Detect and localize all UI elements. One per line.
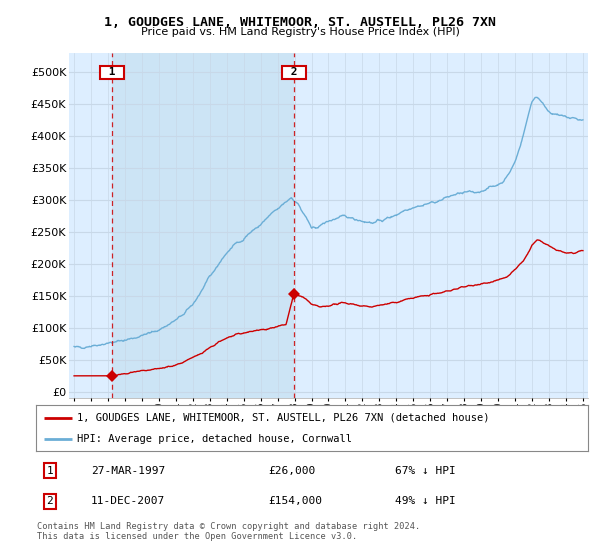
Text: 2: 2 — [46, 496, 53, 506]
Text: 1, GOUDGES LANE, WHITEMOOR, ST. AUSTELL, PL26 7XN: 1, GOUDGES LANE, WHITEMOOR, ST. AUSTELL,… — [104, 16, 496, 29]
Text: 67% ↓ HPI: 67% ↓ HPI — [395, 465, 455, 475]
Text: 27-MAR-1997: 27-MAR-1997 — [91, 465, 166, 475]
Text: 49% ↓ HPI: 49% ↓ HPI — [395, 496, 455, 506]
Text: 1, GOUDGES LANE, WHITEMOOR, ST. AUSTELL, PL26 7XN (detached house): 1, GOUDGES LANE, WHITEMOOR, ST. AUSTELL,… — [77, 413, 490, 423]
Text: Contains HM Land Registry data © Crown copyright and database right 2024.
This d: Contains HM Land Registry data © Crown c… — [37, 522, 421, 542]
Text: £26,000: £26,000 — [268, 465, 315, 475]
Text: £154,000: £154,000 — [268, 496, 322, 506]
Text: 1: 1 — [102, 67, 122, 77]
Text: 11-DEC-2007: 11-DEC-2007 — [91, 496, 166, 506]
Bar — [112, 53, 294, 398]
Text: HPI: Average price, detached house, Cornwall: HPI: Average price, detached house, Corn… — [77, 435, 352, 444]
Text: 2: 2 — [284, 67, 304, 77]
Text: Price paid vs. HM Land Registry's House Price Index (HPI): Price paid vs. HM Land Registry's House … — [140, 27, 460, 37]
Text: 1: 1 — [46, 465, 53, 475]
